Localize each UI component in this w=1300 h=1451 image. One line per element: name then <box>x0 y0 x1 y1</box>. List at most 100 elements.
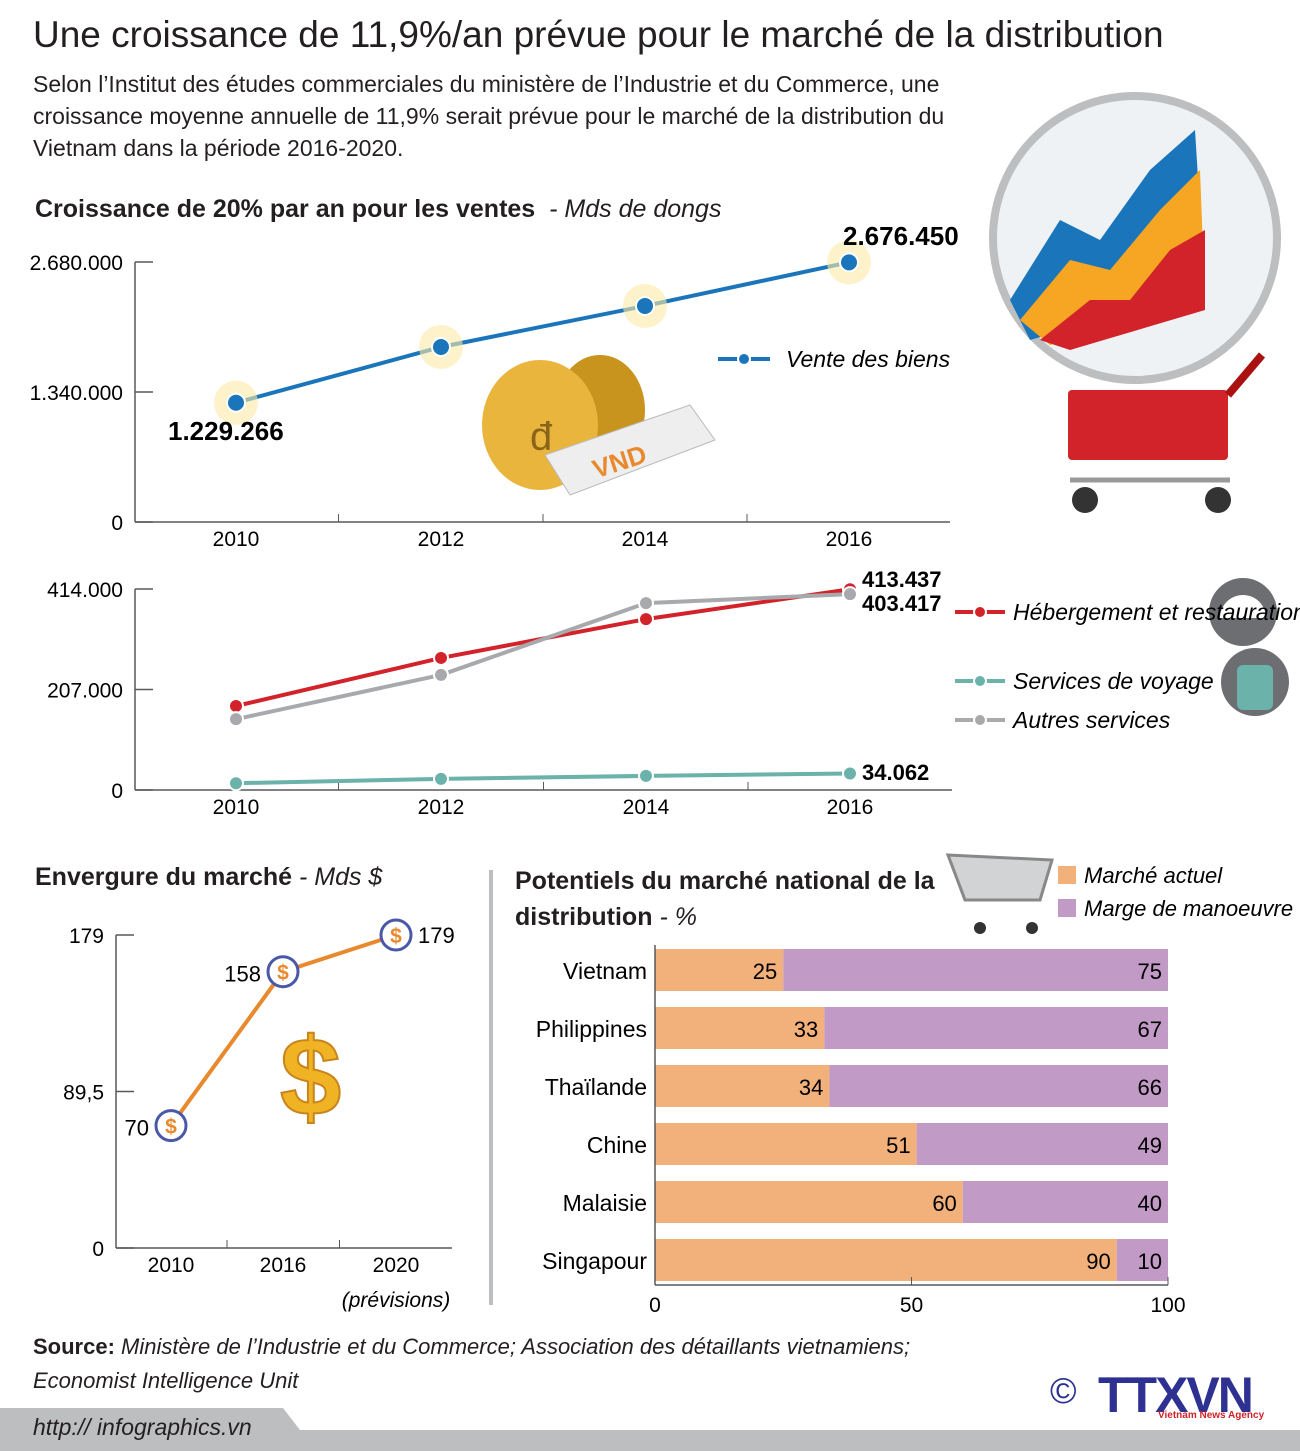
data-point <box>228 698 244 715</box>
chart-illustration <box>989 92 1281 384</box>
chart1-unit: - Mds de dongs <box>549 195 722 223</box>
bar-value-label: 66 <box>1138 1075 1162 1100</box>
y-tick-label: 1.340.000 <box>30 382 123 405</box>
shopping-cart-icon <box>1068 352 1266 513</box>
legend-label: Services de voyage <box>1013 668 1214 694</box>
bar-segment <box>655 1239 1117 1281</box>
bar-value-label: 40 <box>1138 1191 1162 1216</box>
category-label: Thaïlande <box>545 1074 647 1100</box>
data-point <box>433 649 449 666</box>
y-tick-label: 2.680.000 <box>30 252 123 275</box>
series-line <box>235 587 851 708</box>
small-cart-icon <box>945 853 1054 934</box>
bar-value-label: 60 <box>932 1191 956 1216</box>
x-tick-label: 2016 <box>827 796 874 819</box>
x-tick-label: 2014 <box>622 528 669 551</box>
data-point <box>228 711 244 728</box>
x-tick-label: 2012 <box>418 796 465 819</box>
chart4-unit: - % <box>659 903 697 931</box>
category-label: Chine <box>587 1132 647 1158</box>
x-tick-label: 2014 <box>623 796 670 819</box>
intro-text: Selon l’Institut des études commerciales… <box>33 71 945 161</box>
bar-value-label: 90 <box>1086 1249 1110 1274</box>
bar-segment <box>655 1123 917 1165</box>
y-tick-label: 207.000 <box>47 680 123 703</box>
y-tick-label: 414.000 <box>47 579 123 602</box>
bar-segment <box>655 949 784 991</box>
data-point <box>842 765 858 782</box>
data-label: 70 <box>125 1116 149 1141</box>
bar-value-label: 51 <box>886 1133 910 1158</box>
chart3-title-text: Envergure du marché <box>35 863 293 891</box>
dollar-marker: $ <box>277 962 289 985</box>
chart3-unit: - Mds $ <box>298 863 383 891</box>
page-title: Une croissance de 11,9%/an prévue pour l… <box>33 14 1164 55</box>
chart4-title: Potentiels du marché national de la dist… <box>515 863 965 935</box>
y-tick-label: 0 <box>92 1238 104 1261</box>
bar-segment <box>1116 1239 1168 1281</box>
bar-value-label: 49 <box>1138 1133 1162 1158</box>
x-tick-label: 2010 <box>213 528 260 551</box>
data-point <box>228 775 244 792</box>
dollar-marker: $ <box>165 1116 177 1139</box>
category-label: Vietnam <box>563 958 647 984</box>
series-line <box>235 771 851 786</box>
x-tick-label: 2020 <box>373 1254 420 1277</box>
data-label: 158 <box>224 962 261 987</box>
source-note: Source: Ministère de l’Industrie et du C… <box>33 1330 983 1398</box>
series-line <box>235 260 850 405</box>
logo-tagline: Vietnam News Agency <box>1158 1410 1265 1421</box>
data-point <box>638 767 654 784</box>
x-tick-label: 100 <box>1150 1294 1185 1317</box>
bar-value-label: 67 <box>1138 1017 1162 1042</box>
bar-value-label: 25 <box>753 959 777 984</box>
bar-value-label: 34 <box>799 1075 823 1100</box>
legend-swatch <box>1058 899 1076 917</box>
legend-swatch <box>1058 866 1076 884</box>
x-tick-label: 2012 <box>418 528 465 551</box>
legend-marker <box>973 605 987 619</box>
data-point <box>226 392 246 413</box>
svg-text:$: $ <box>280 1016 341 1139</box>
data-point <box>635 295 655 316</box>
category-label: Philippines <box>536 1016 647 1042</box>
footer-bar <box>0 1408 1300 1451</box>
data-point <box>431 336 451 357</box>
money-bag-icon: đ VND <box>482 355 716 496</box>
logo-name: TTXVN <box>1098 1367 1254 1423</box>
chart1-title-text: Croissance de 20% par an pour les ventes <box>35 195 536 223</box>
data-label: 403.417 <box>862 591 942 616</box>
data-point <box>433 666 449 683</box>
footer-url[interactable]: http:// infographics.vn <box>33 1414 252 1440</box>
legend-label: Marché actuel <box>1084 863 1223 888</box>
data-point <box>842 586 858 603</box>
x-tick-label: 2016 <box>826 528 873 551</box>
data-label: 1.229.266 <box>168 416 284 446</box>
y-tick-label: 89,5 <box>63 1082 104 1105</box>
x-tick-label: 0 <box>649 1294 661 1317</box>
chart4-title-text: Potentiels du marché national de la dist… <box>515 867 935 931</box>
hospitality-icon <box>1209 578 1289 716</box>
legend-marker <box>973 674 987 688</box>
x-tick-label: 50 <box>900 1294 923 1317</box>
source-text: Ministère de l’Industrie et du Commerce;… <box>33 1334 911 1393</box>
series-line <box>235 592 851 722</box>
x-tick-label: 2016 <box>260 1254 307 1277</box>
data-point <box>154 1109 188 1143</box>
category-label: Singapour <box>542 1248 647 1274</box>
x-tick-label: 2010 <box>213 796 260 819</box>
legend-label: Vente des biens <box>786 346 951 372</box>
data-label: 2.676.450 <box>843 221 959 251</box>
bar-value-label: 10 <box>1138 1249 1162 1274</box>
y-tick-label: 0 <box>111 780 123 803</box>
dollar-icon: $ <box>279 1015 342 1140</box>
chart1-title: Croissance de 20% par an pour les ventes… <box>35 195 721 224</box>
data-point <box>638 595 654 612</box>
x-note: (prévisions) <box>342 1289 451 1312</box>
data-point <box>839 252 859 273</box>
chart3-title: Envergure du marché - Mds $ <box>35 863 382 892</box>
bar-segment <box>824 1007 1168 1049</box>
data-label: 179 <box>418 923 455 948</box>
bar-segment <box>655 1181 963 1223</box>
data-point <box>379 918 413 952</box>
